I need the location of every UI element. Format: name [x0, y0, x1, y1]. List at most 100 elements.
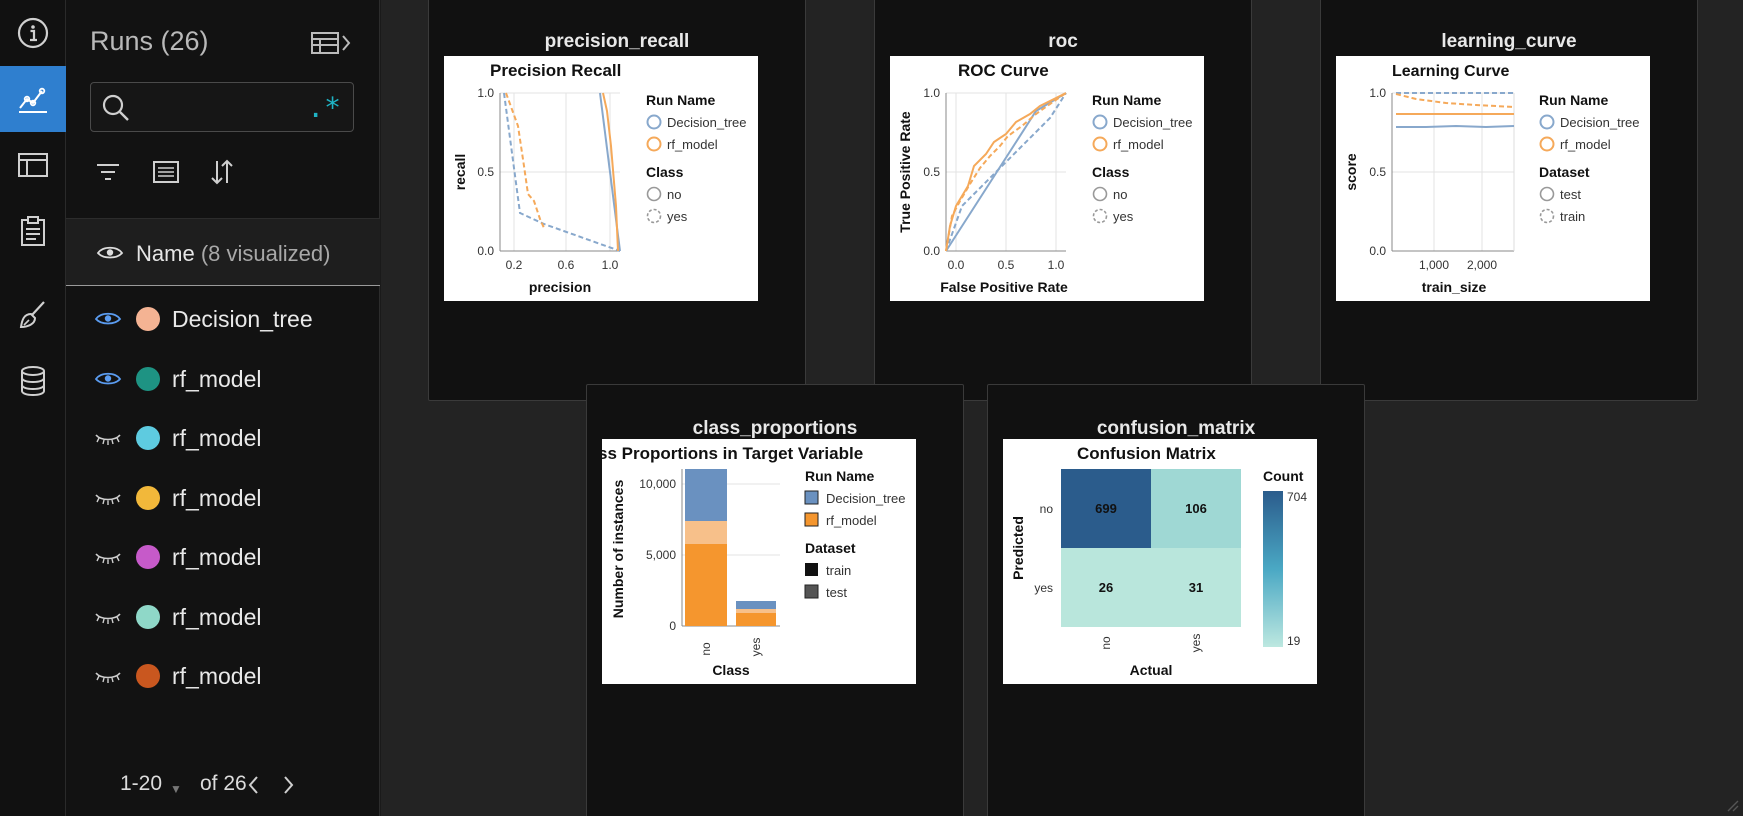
run-row[interactable]: Decision_tree: [66, 286, 380, 352]
run-row[interactable]: rf_model: [66, 643, 380, 709]
eye-closed-icon[interactable]: [94, 427, 122, 449]
search-input[interactable]: [139, 91, 309, 123]
run-color-swatch[interactable]: [136, 485, 160, 510]
lc-legend-item-2: rf_model: [1560, 137, 1611, 152]
group-button[interactable]: [148, 154, 184, 190]
pr-legend-item-4: yes: [667, 209, 688, 224]
pagination: 1-20 ▼ of 26: [66, 760, 380, 810]
class-proportions-card[interactable]: class_proportions ss Proportions in Targ…: [586, 384, 964, 816]
eye-icon[interactable]: [94, 308, 122, 330]
precision-recall-card-title: precision_recall: [544, 31, 690, 52]
lc-line-rf-train: [1395, 93, 1515, 108]
roc-legend-title-2: Class: [1092, 164, 1130, 180]
confusion-matrix-plot: Confusion Matrix 699 106 26 31 no yes no…: [1003, 439, 1317, 684]
roc-card[interactable]: roc ROC Curve 1.0 0.5 0.0 0.0 0.5 1.0 Fa…: [874, 0, 1252, 401]
lc-legend-marker-2: [1539, 136, 1555, 152]
run-name[interactable]: rf_model: [172, 425, 262, 451]
runs-title: Runs (26): [90, 26, 209, 56]
learning-curve-card[interactable]: learning_curve Learning Curve 1.0 0.5 0.…: [1320, 0, 1698, 401]
roc-xtick-3: 1.0: [1048, 258, 1065, 272]
run-color-swatch[interactable]: [136, 366, 160, 391]
prev-page-button[interactable]: [242, 772, 266, 798]
cm-cell-no-yes: [1151, 469, 1241, 548]
eye-closed-icon[interactable]: [94, 546, 122, 568]
cp-bar-yes-rf-train: [736, 613, 776, 626]
run-row[interactable]: rf_model: [66, 405, 380, 471]
sort-button[interactable]: [204, 154, 240, 190]
run-color-swatch[interactable]: [136, 545, 160, 569]
run-row[interactable]: rf_model: [66, 465, 380, 531]
roc-line-rf-no: [945, 92, 1067, 252]
run-color-swatch[interactable]: [136, 426, 160, 450]
filter-icon: [97, 164, 119, 180]
charts-button[interactable]: [0, 66, 66, 132]
eye-icon: [96, 246, 124, 259]
search-icon: [102, 94, 129, 121]
lc-ytick-1: 1.0: [1369, 86, 1386, 100]
run-color-swatch[interactable]: [136, 664, 160, 688]
cm-legend-title: Count: [1263, 468, 1304, 484]
resize-grip-icon[interactable]: [1725, 798, 1739, 812]
run-color-swatch[interactable]: [136, 604, 160, 629]
lc-legend-item-4: train: [1560, 209, 1585, 224]
sweeps-button[interactable]: [0, 282, 66, 348]
run-color-swatch[interactable]: [136, 307, 160, 331]
cm-value-no-no: 699: [1095, 501, 1117, 516]
lc-ytick-2: 0.5: [1369, 165, 1386, 179]
info-icon: [17, 17, 49, 49]
roc-chart-title: ROC Curve: [958, 61, 1049, 80]
roc-legend-item-2: rf_model: [1113, 137, 1164, 152]
run-name[interactable]: rf_model: [172, 663, 262, 689]
confusion-matrix-card[interactable]: confusion_matrix Confusion Matrix: [987, 384, 1365, 816]
roc-legend-title-1: Run Name: [1092, 92, 1161, 108]
run-name[interactable]: rf_model: [172, 603, 262, 630]
filter-button[interactable]: [90, 154, 126, 190]
cm-xlabel: Actual: [1130, 662, 1173, 678]
cp-legend-marker-3: [805, 563, 818, 576]
name-column-header[interactable]: Name (8 visualized): [66, 218, 380, 286]
cp-bar-no-decision: [685, 469, 727, 521]
run-row[interactable]: rf_model: [66, 584, 380, 650]
runs-sidebar: Runs (26) .* Name (8 visualized) Decisio…: [66, 0, 380, 816]
cm-xtick-1: no: [1099, 636, 1113, 650]
regex-toggle[interactable]: .*: [307, 91, 341, 124]
run-name[interactable]: rf_model: [172, 365, 262, 392]
search-box: .*: [90, 82, 354, 132]
pr-ylabel: recall: [452, 154, 468, 191]
clipboard-icon: [21, 216, 45, 246]
pr-legend-marker-2: [646, 136, 662, 152]
artifacts-button[interactable]: [0, 348, 66, 414]
run-name[interactable]: rf_model: [172, 484, 262, 511]
cp-legend-item-4: test: [826, 585, 847, 600]
reports-button[interactable]: [0, 198, 66, 264]
cm-value-yes-no: 26: [1099, 580, 1113, 595]
page-range[interactable]: 1-20: [120, 772, 163, 795]
learning-curve-plot: Learning Curve 1.0 0.5 0.0 1,000 2,000 t…: [1336, 56, 1650, 301]
precision-recall-card[interactable]: precision_recall Precision Recall 1.0 0.…: [428, 0, 806, 401]
lc-xtick-1: 1,000: [1419, 258, 1449, 272]
cp-legend-title-2: Dataset: [805, 540, 856, 556]
run-name[interactable]: Decision_tree: [172, 306, 313, 332]
lc-legend-marker-3: [1539, 186, 1555, 202]
roc-ytick-2: 0.5: [923, 165, 940, 179]
table-button[interactable]: [0, 132, 66, 198]
eye-icon[interactable]: [94, 368, 122, 390]
cp-ytick-1: 10,000: [639, 477, 676, 491]
page-total: of 26: [200, 772, 247, 795]
cp-legend-marker-1: [804, 490, 819, 505]
cm-chart-title: Confusion Matrix: [1077, 444, 1216, 463]
charts-icon: [19, 87, 47, 113]
run-row[interactable]: rf_model: [66, 524, 380, 590]
expand-table-button[interactable]: [310, 28, 358, 58]
eye-closed-icon[interactable]: [94, 606, 122, 628]
page-range-caret-icon[interactable]: ▼: [170, 782, 182, 796]
run-name[interactable]: rf_model: [172, 544, 262, 570]
eye-closed-icon[interactable]: [94, 665, 122, 687]
eye-closed-icon[interactable]: [94, 487, 122, 509]
run-row[interactable]: rf_model: [66, 346, 380, 412]
pr-legend-marker-4: [646, 208, 662, 224]
next-page-button[interactable]: [276, 772, 300, 798]
info-button[interactable]: [0, 0, 66, 66]
pr-legend-title-1: Run Name: [646, 92, 715, 108]
